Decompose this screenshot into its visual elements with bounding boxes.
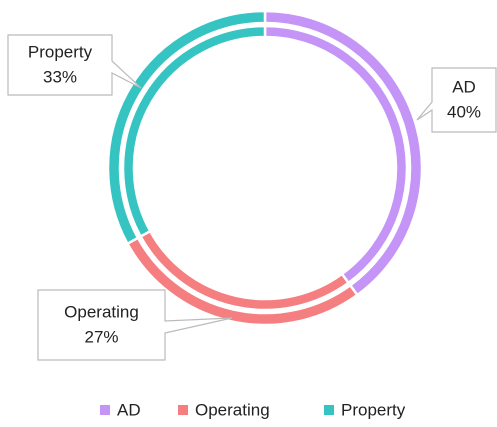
donut-segment <box>138 229 351 312</box>
data-callout: AD 40% <box>416 67 497 133</box>
data-callout: Property 33% <box>7 34 142 96</box>
donut-segment <box>121 24 267 239</box>
donut-segment <box>106 9 267 246</box>
callout-box <box>7 34 142 96</box>
legend-swatch <box>100 405 110 415</box>
data-label: 40% <box>447 102 481 121</box>
legend-label: AD <box>117 400 141 419</box>
legend-label: Operating <box>195 400 270 419</box>
callout-box <box>416 67 497 133</box>
legend-item: Property <box>324 400 406 419</box>
legend-swatch <box>324 405 334 415</box>
data-callout: Operating 27% <box>37 289 233 361</box>
data-label-name: AD <box>452 77 476 96</box>
data-label-name: Property <box>28 42 93 61</box>
data-label: 27% <box>84 327 118 346</box>
callout-box <box>37 289 233 361</box>
legend-item: AD <box>100 400 141 419</box>
legend-swatch <box>178 405 188 415</box>
data-label-name: Operating <box>64 302 139 321</box>
legend-item: Operating <box>178 400 270 419</box>
legend-label: Property <box>341 400 406 419</box>
donut-segment <box>263 24 409 285</box>
data-label: 33% <box>43 67 77 86</box>
